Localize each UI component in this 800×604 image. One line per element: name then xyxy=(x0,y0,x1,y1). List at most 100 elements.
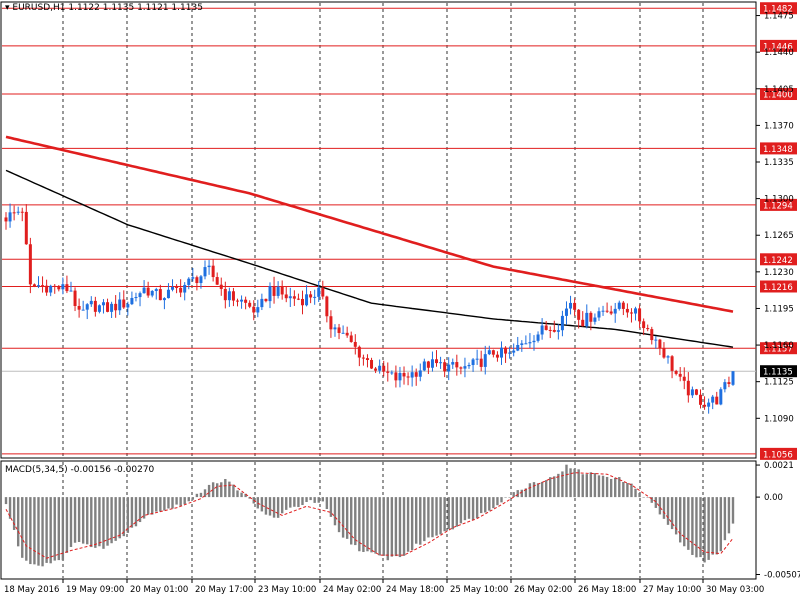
candle-body xyxy=(585,312,589,327)
macd-histogram-bar xyxy=(187,497,190,502)
macd-histogram-bar xyxy=(289,497,292,508)
candle xyxy=(642,318,646,336)
horizontal-levels[interactable]: 1.1482 1.1446 1.1400 1.1348 1.1294 1.1242 1.12… xyxy=(2,2,797,460)
macd-histogram-bar xyxy=(236,490,239,498)
macd-histogram-bar xyxy=(240,492,243,498)
level-tag xyxy=(760,2,797,15)
candle xyxy=(195,275,199,291)
macd-histogram-bar xyxy=(228,481,231,498)
candle-body xyxy=(357,346,361,358)
candle-body xyxy=(175,287,179,289)
level-tag xyxy=(760,253,797,266)
candle-body xyxy=(138,293,142,298)
candle-body xyxy=(16,211,20,213)
macd-tick-label: -0.00507 xyxy=(764,570,800,580)
candle-body xyxy=(341,332,345,334)
price-tick-label: 1.1405 xyxy=(764,85,794,95)
candle xyxy=(240,295,244,309)
time-tick-label: 19 May 09:00 xyxy=(66,585,124,595)
macd-histogram-bar xyxy=(577,469,580,498)
dropdown-triangle-icon[interactable]: ▾ xyxy=(5,3,10,13)
time-tick-label: 27 May 10:00 xyxy=(643,585,701,595)
candle xyxy=(654,336,658,349)
candle-body xyxy=(256,307,260,313)
macd-histogram-bar xyxy=(727,497,731,534)
macd-histogram-bar xyxy=(215,483,219,498)
candle-body xyxy=(12,212,16,214)
candle xyxy=(378,359,382,374)
price-tick-label: 1.1125 xyxy=(764,378,794,388)
candle xyxy=(130,291,134,306)
candle xyxy=(463,357,467,378)
candle xyxy=(560,310,564,337)
candle xyxy=(398,366,402,388)
candle-body xyxy=(662,348,666,358)
candle-body xyxy=(349,335,353,342)
candle-body xyxy=(504,347,508,354)
candle xyxy=(162,297,166,310)
candle-body xyxy=(296,298,300,300)
macd-signal-line xyxy=(5,472,734,559)
time-axis[interactable]: 18 May 2016 19 May 09:00 20 May 01:00 20 Ma… xyxy=(4,579,764,595)
time-tick-label: 23 May 10:00 xyxy=(258,585,316,595)
candle-body xyxy=(333,327,337,330)
candle xyxy=(646,324,650,332)
candle xyxy=(89,296,93,307)
macd-histogram-bar xyxy=(569,468,572,498)
candle xyxy=(106,298,110,313)
candle xyxy=(694,388,698,396)
candle-body xyxy=(317,287,321,297)
candle xyxy=(357,345,361,367)
candle xyxy=(345,326,349,338)
price-tick-label: 1.1440 xyxy=(764,48,794,58)
macd-histogram-bar xyxy=(471,497,475,521)
level-tag-value: 1.1348 xyxy=(763,145,793,155)
candle-body xyxy=(548,329,552,331)
moving-average-fast-line xyxy=(5,169,734,348)
macd-histogram-bar xyxy=(451,497,454,530)
current-price-value: 1.1135 xyxy=(763,368,793,378)
candle-body xyxy=(378,365,382,371)
macd-histogram-bar xyxy=(317,497,320,503)
candle-body xyxy=(305,294,309,306)
candle xyxy=(707,398,711,414)
macd-histogram-bar xyxy=(122,497,125,537)
candle-body xyxy=(686,380,690,396)
macd-histogram-bar xyxy=(431,497,434,538)
time-tick-label: 30 May 03:00 xyxy=(706,585,764,595)
candle-body xyxy=(187,278,191,285)
macd-histogram-bar xyxy=(435,497,438,536)
candle-body xyxy=(406,376,410,378)
macd-histogram-bar xyxy=(459,497,463,524)
candle xyxy=(252,300,256,321)
candle-body xyxy=(28,244,32,285)
candle xyxy=(101,299,105,314)
candle xyxy=(32,283,36,288)
candle-body xyxy=(361,357,365,359)
candle-body xyxy=(211,265,215,278)
macd-histogram-bar xyxy=(118,497,121,539)
candle xyxy=(341,325,345,334)
candle xyxy=(248,300,252,309)
candle-body xyxy=(451,362,455,365)
candle-body xyxy=(390,372,394,374)
price-axis[interactable]: 1.14751.14401.14051.13701.13351.13001.12… xyxy=(756,12,794,425)
candle xyxy=(69,281,73,292)
macd-histogram-bar xyxy=(8,497,12,519)
macd-indicator: 0.0021 0.00 -0.00507 xyxy=(4,461,800,580)
level-tag-value: 1.1216 xyxy=(763,283,793,293)
macd-histogram-bar xyxy=(86,497,89,545)
macd-histogram-bar xyxy=(248,497,251,499)
candle xyxy=(426,360,430,375)
candle xyxy=(386,362,390,382)
candle-body xyxy=(650,329,654,341)
candle xyxy=(601,305,605,316)
candle xyxy=(499,341,503,365)
candle xyxy=(495,351,499,362)
macd-histogram-bar xyxy=(679,497,682,543)
candle-body xyxy=(236,300,240,302)
macd-histogram-bar xyxy=(146,497,150,515)
candle-body xyxy=(195,277,199,284)
